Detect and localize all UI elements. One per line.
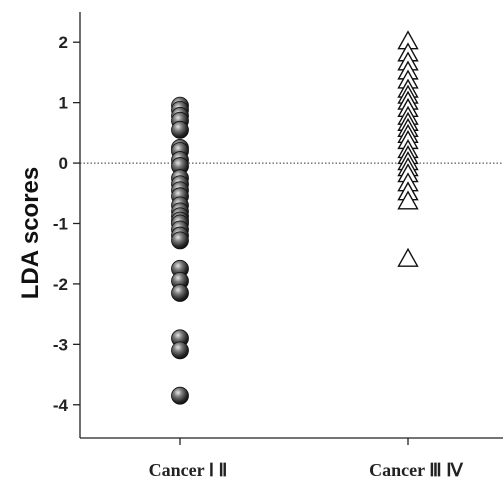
axis-labels: 2 1 0 -1 -2 -3 -4 Cancer Ⅰ Ⅱ Cancer Ⅲ Ⅳ LDA score… bbox=[17, 33, 463, 480]
x-tick-label: Cancer Ⅰ Ⅱ bbox=[149, 460, 228, 480]
data-point-circle bbox=[171, 120, 189, 139]
data-point-circle bbox=[171, 231, 189, 250]
y-axis-title: LDA scores bbox=[17, 167, 44, 300]
data-point-circle bbox=[171, 284, 189, 302]
y-tick-label: 1 bbox=[59, 94, 68, 113]
data-point-triangle bbox=[397, 247, 419, 267]
axes bbox=[73, 12, 503, 445]
data-point-triangle bbox=[397, 190, 419, 210]
y-tick-label: -3 bbox=[53, 335, 68, 354]
y-tick-label: 2 bbox=[59, 33, 68, 52]
data-point-circle bbox=[171, 341, 189, 360]
y-tick-label: 0 bbox=[59, 154, 68, 173]
data-marks bbox=[171, 30, 419, 405]
data-point-circle bbox=[171, 386, 189, 405]
y-tick-label: -2 bbox=[53, 275, 68, 294]
x-tick-label: Cancer Ⅲ Ⅳ bbox=[369, 460, 463, 480]
y-tick-label: -4 bbox=[53, 396, 69, 415]
y-tick-label: -1 bbox=[53, 214, 68, 233]
